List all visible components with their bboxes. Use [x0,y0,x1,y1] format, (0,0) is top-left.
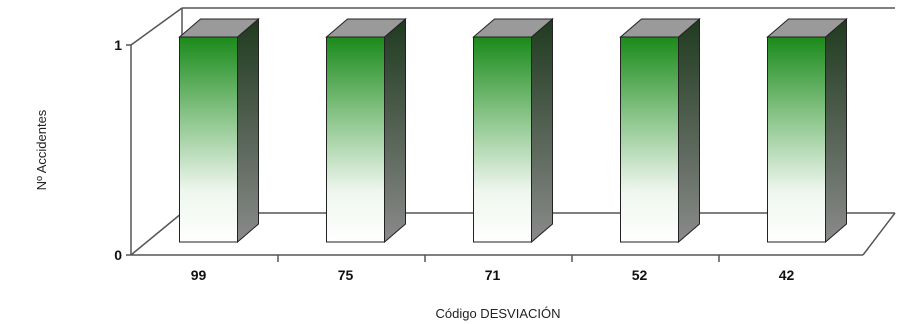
bar-side-face [678,17,700,244]
bars-group [178,17,848,244]
y-tick-label: 0 [114,247,122,263]
bar [325,17,407,244]
bar-front-face [326,36,385,243]
bar [472,17,554,244]
left-wall-bottom-edge [130,212,183,256]
bar-side-face [237,17,259,244]
left-wall-top-edge [130,7,183,46]
x-tick-label: 99 [191,267,207,283]
floor-right-edge [862,212,896,256]
x-tick-label: 42 [779,267,795,283]
x-axis-ticks: 99 75 71 52 42 [191,255,795,283]
bar-side-face [531,17,553,244]
x-tick-label: 52 [632,267,648,283]
bar [766,17,848,244]
bar-side-face [825,17,847,244]
bar-side-face [384,17,406,244]
bar-front-face [473,36,532,243]
y-axis-title: Nº Accidentes [34,109,49,190]
bar-front-face [179,36,238,243]
y-axis-ticks: 01 [114,37,131,263]
x-tick-label: 75 [338,267,354,283]
bar [178,17,260,244]
x-axis-title: Código DESVIACIÓN [436,306,561,321]
bar [619,17,701,244]
y-tick-label: 1 [114,37,122,53]
bar-front-face [767,36,826,243]
x-tick-label: 71 [485,267,501,283]
bar-front-face [620,36,679,243]
